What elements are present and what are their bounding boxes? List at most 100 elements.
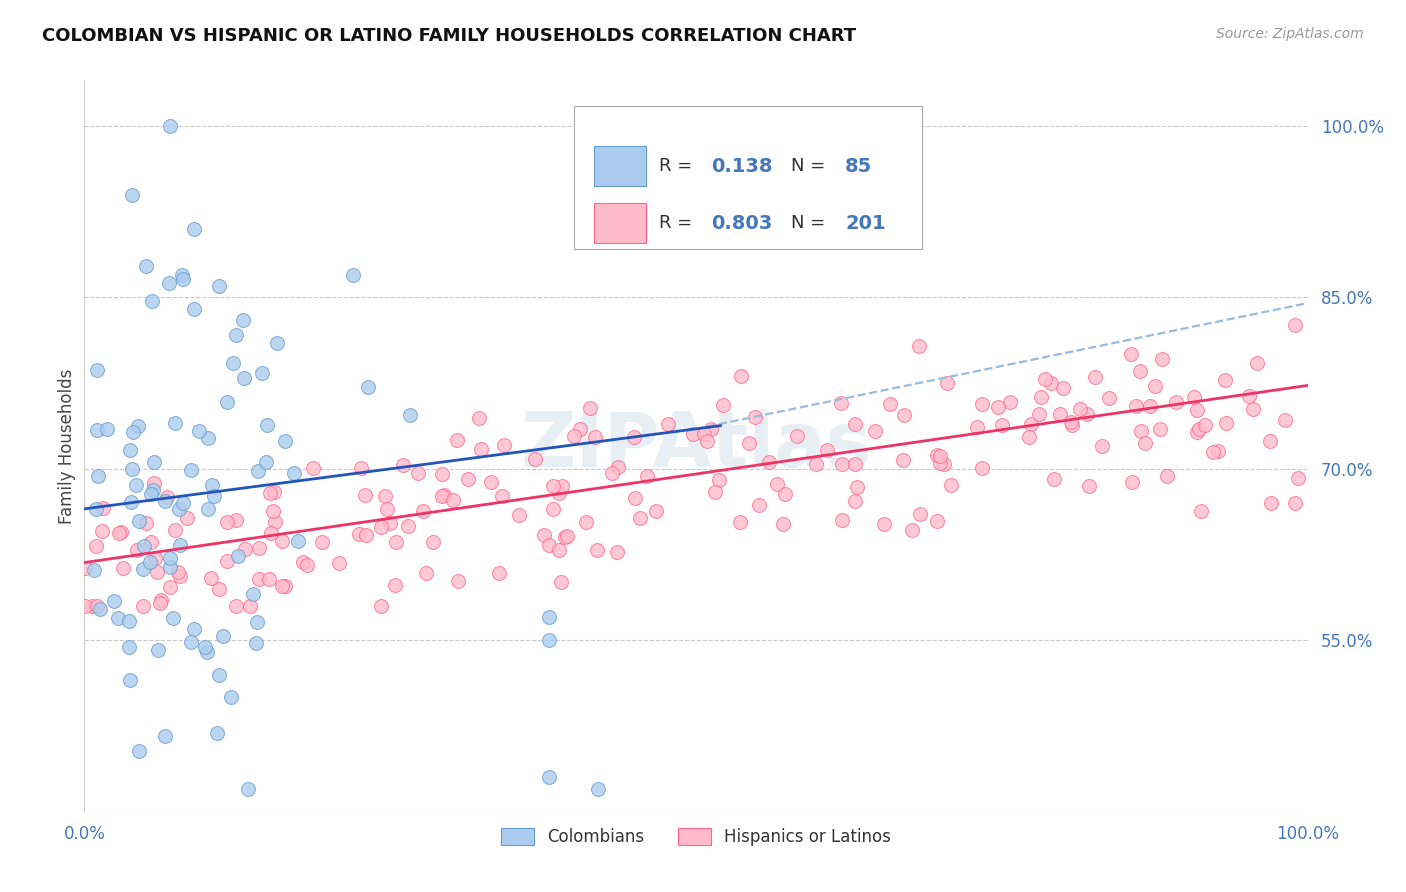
Point (578, 401, 600, 415)
Text: R =: R = (659, 214, 699, 232)
Text: Source: ZipAtlas.com: Source: ZipAtlas.com (1216, 27, 1364, 41)
Point (143, 551, 166, 566)
Point (311, 535, 333, 549)
Point (446, 433, 468, 447)
Point (384, 577, 406, 591)
Point (1078, 479, 1101, 493)
Point (176, 510, 198, 524)
Point (378, 516, 401, 530)
Point (538, 771, 561, 785)
Point (398, 409, 420, 423)
Point (103, 594, 125, 608)
Point (600, 466, 623, 480)
Point (127, 543, 149, 558)
Point (302, 460, 325, 475)
Point (256, 418, 278, 433)
Point (1246, 356, 1268, 370)
Point (1284, 318, 1306, 332)
Point (132, 599, 155, 613)
Point (342, 268, 364, 282)
Point (225, 513, 247, 527)
Point (636, 468, 658, 483)
Point (1152, 352, 1174, 367)
Point (217, 395, 239, 409)
Point (1028, 407, 1050, 421)
Point (1033, 372, 1056, 386)
Point (86, 599, 108, 613)
FancyBboxPatch shape (595, 203, 645, 244)
Point (156, 490, 179, 504)
Point (167, 502, 190, 516)
Point (246, 615, 269, 630)
Point (263, 484, 285, 499)
Point (430, 467, 453, 482)
Point (1031, 390, 1053, 404)
Point (118, 615, 141, 629)
Point (586, 781, 609, 796)
Point (748, 499, 770, 513)
Point (1121, 475, 1143, 489)
Point (128, 515, 150, 529)
Point (936, 376, 959, 391)
Point (180, 463, 202, 477)
Point (470, 442, 492, 456)
Point (232, 313, 254, 327)
Point (1062, 417, 1084, 432)
Point (350, 461, 373, 475)
Point (1018, 430, 1040, 444)
Point (172, 272, 194, 286)
Point (172, 268, 194, 282)
Point (554, 530, 576, 544)
Point (183, 301, 205, 316)
Point (135, 516, 157, 530)
Point (538, 538, 561, 552)
Point (157, 276, 180, 290)
Point (374, 489, 396, 503)
Point (356, 379, 378, 393)
Point (143, 475, 166, 490)
Point (195, 645, 218, 659)
Point (162, 611, 184, 625)
Point (533, 528, 555, 542)
Point (907, 339, 929, 353)
Point (730, 368, 752, 383)
Point (159, 580, 181, 594)
Point (225, 327, 247, 342)
Text: R =: R = (659, 157, 699, 176)
Text: 0.138: 0.138 (710, 157, 772, 176)
Point (91, 524, 114, 538)
FancyBboxPatch shape (574, 106, 922, 249)
Point (1286, 471, 1309, 485)
Text: COLOMBIAN VS HISPANIC OR LATINO FAMILY HOUSEHOLDS CORRELATION CHART: COLOMBIAN VS HISPANIC OR LATINO FAMILY H… (42, 27, 856, 45)
Point (893, 408, 915, 422)
Point (139, 555, 162, 569)
Point (457, 472, 479, 486)
Point (543, 501, 565, 516)
Point (1129, 364, 1152, 378)
Point (569, 421, 592, 435)
Point (232, 370, 254, 384)
Point (1049, 407, 1071, 421)
Point (998, 395, 1021, 409)
Point (259, 572, 281, 586)
Point (118, 640, 141, 654)
Point (219, 690, 242, 705)
Point (153, 729, 176, 743)
Point (273, 434, 295, 449)
Point (75, 561, 97, 575)
Point (396, 518, 419, 533)
Point (441, 493, 464, 508)
Point (87, 469, 110, 483)
Point (266, 336, 288, 351)
Point (1274, 413, 1296, 427)
Point (260, 525, 283, 540)
Point (89, 602, 111, 616)
Point (263, 516, 285, 530)
Point (215, 516, 238, 530)
Point (1189, 504, 1212, 518)
Point (254, 455, 277, 469)
Point (246, 464, 269, 478)
Point (283, 466, 305, 480)
Text: 201: 201 (845, 214, 886, 233)
Point (135, 259, 157, 273)
